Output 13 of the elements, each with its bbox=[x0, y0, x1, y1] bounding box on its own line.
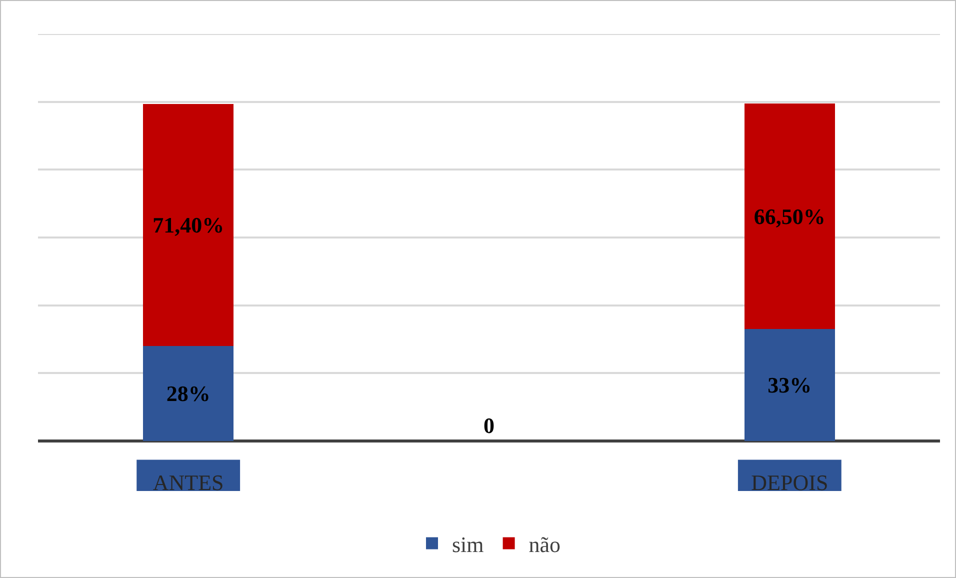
bar bbox=[143, 104, 234, 346]
legend-label: sim bbox=[452, 532, 484, 557]
bar bbox=[744, 104, 835, 330]
x-tick-label: ANTES bbox=[152, 470, 224, 495]
legend-label: não bbox=[528, 532, 561, 557]
data-label: 28% bbox=[166, 381, 210, 406]
x-tick-label: DEPOIS bbox=[751, 470, 828, 495]
bar bbox=[744, 329, 835, 441]
data-label: 71,40% bbox=[152, 212, 224, 238]
bar bbox=[143, 346, 234, 441]
data-label: 0 bbox=[484, 413, 494, 438]
data-label: 33% bbox=[768, 372, 812, 398]
data-label: 66,50% bbox=[754, 204, 826, 229]
